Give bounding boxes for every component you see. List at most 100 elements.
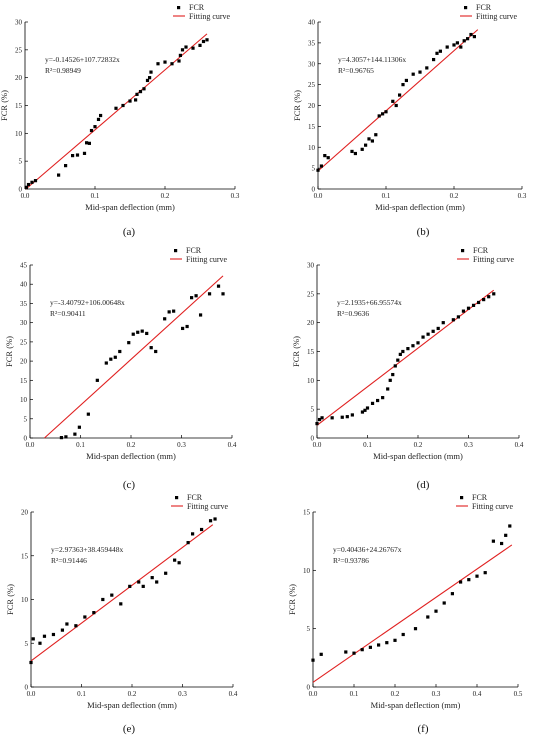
x-tick-label: 0.4 [515,441,524,449]
r-squared: R²=0.91446 [51,556,87,565]
x-tick-label: 0.3 [464,441,473,449]
legend-label-fcr: FCR [186,246,202,255]
data-point [386,387,390,391]
data-point [87,141,91,145]
data-point [110,593,114,597]
y-tick-label: 45 [20,262,28,270]
data-point [315,421,319,426]
data-point [401,349,405,354]
legend-label-fcr: FCR [472,493,488,502]
y-tick-label: 10 [15,130,23,138]
fit-equation: y=-0.14526+107.72832x [45,55,120,64]
y-tick-label: 25 [15,46,23,54]
y-tick-label: 0 [19,186,23,194]
data-point [190,296,194,300]
fit-equation: y=0.40436+24.26767x [333,545,402,554]
data-point [482,298,486,302]
data-point [471,303,476,307]
y-tick-label: 10 [21,596,29,604]
data-point [131,332,135,336]
x-axis-label: Mid-span deflection (mm) [373,451,463,461]
y-tick-label: 5 [311,406,315,414]
data-point [82,151,87,155]
chart-panel-d: 0.0 0.1 0.2 0.3 0.4 0 5 10 15 20 25 30 Mid-span defl… [291,246,524,491]
panel-label: (b) [417,226,430,238]
x-tick-label: 0.2 [128,690,137,698]
x-tick-label: 0.1 [76,441,85,449]
data-point [411,344,415,348]
data-point [441,321,445,325]
data-point [104,361,108,365]
data-point [31,637,35,641]
data-point [93,125,97,129]
data-point [136,330,140,334]
x-axis-label: Mid-span deflection (mm) [87,700,177,710]
data-point [221,292,225,296]
data-point [150,576,154,580]
data-point [469,32,473,37]
x-tick-label: 0.0 [27,690,36,698]
data-point [33,179,38,183]
x-tick-label: 0.4 [473,690,482,698]
data-point [438,49,442,53]
chart-panel-a: 0.0 0.1 0.2 0.3 0 5 10 15 20 25 30 Mid-span deflect… [0,3,240,238]
data-point [466,306,471,310]
data-point [316,168,320,172]
data-point [85,141,89,145]
data-point [388,378,392,382]
data-point [411,72,415,76]
fitting-curve-line [30,524,214,662]
y-tick-label: 0 [307,684,311,692]
data-point [191,532,195,536]
data-point [385,641,389,645]
data-point [205,38,209,42]
x-tick-label: 0.2 [414,441,423,449]
data-point [477,300,481,305]
y-tick-label: 10 [303,567,311,575]
x-tick-label: 0.1 [91,192,100,200]
data-point [142,87,146,91]
data-point [42,634,47,638]
data-point [163,317,167,321]
data-point [109,357,113,361]
data-point [360,648,364,652]
panel-label: (f) [418,723,429,735]
data-point [30,180,34,184]
x-tick-label: 0.3 [231,192,240,200]
data-point [24,185,28,189]
y-axis-label: FCR (%) [292,90,302,121]
data-point [401,632,405,637]
panel-label: (d) [417,479,430,491]
y-tick-label: 15 [303,509,311,517]
y-tick-label: 35 [20,300,28,308]
data-point [60,628,65,632]
legend-marker-fcr [175,496,179,500]
data-point [164,571,168,575]
x-axis-label: Mid-span deflection (mm) [371,700,461,710]
data-point [472,35,476,39]
data-point [156,62,160,66]
data-point [134,98,138,102]
r-squared: R²=0.93786 [333,556,369,565]
data-point [364,143,368,147]
data-point [344,650,348,654]
y-tick-label: 20 [15,74,23,82]
data-point [492,292,496,296]
data-point [186,541,190,545]
data-point [367,137,371,141]
data-point [51,632,56,637]
y-axis-label: FCR (%) [4,336,14,367]
data-point [413,627,418,631]
legend-label-fit: Fitting curve [472,502,514,511]
chart-panel-c: 0.0 0.1 0.2 0.3 0.4 0 5 10 15 20 25 30 35 40 45 Mid-spa… [4,246,237,491]
legend-label-fcr: FCR [476,3,492,12]
y-tick-label: 30 [20,319,28,327]
y-tick-label: 25 [307,290,315,298]
x-axis-label: Mid-span deflection (mm) [375,202,465,212]
fitting-curve-line [25,33,208,190]
data-point [462,39,466,43]
data-point [138,89,143,94]
data-point [92,611,96,615]
data-point [74,624,78,628]
